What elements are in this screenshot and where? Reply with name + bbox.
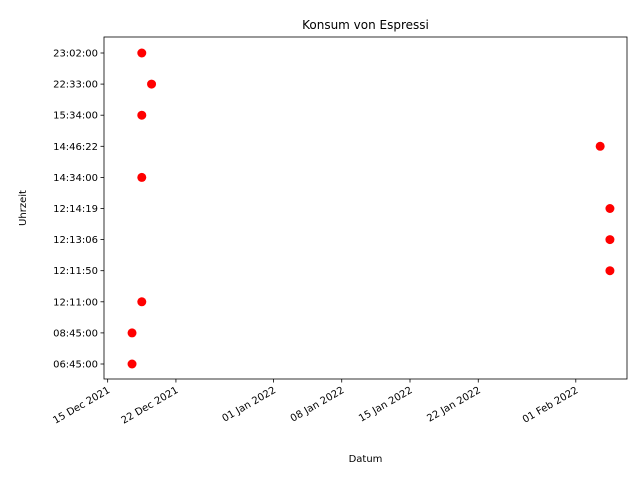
x-tick-label: 22 Jan 2022: [425, 385, 482, 425]
x-tick-label: 01 Jan 2022: [221, 385, 278, 425]
x-tick-label: 01 Feb 2022: [521, 385, 580, 426]
y-tick-label: 12:14:19: [53, 204, 98, 215]
y-tick-label: 14:46:22: [53, 142, 98, 153]
y-tick-label: 12:13:06: [53, 235, 98, 246]
data-point: [137, 110, 147, 120]
data-point: [127, 359, 137, 369]
y-tick-label: 06:45:00: [53, 360, 98, 371]
x-axis: 15 Dec 2021 22 Dec 2021 01 Jan 2022 08 Jan …: [51, 379, 580, 427]
y-axis: 06:45:00 08:45:00 12:11:00 12:11:50 12:13:06…: [53, 49, 104, 371]
y-tick-label: 15:34:00: [53, 111, 98, 122]
x-tick-label: 15 Jan 2022: [357, 385, 414, 425]
data-point: [595, 141, 605, 151]
y-axis-label: Uhrzeit: [18, 190, 29, 226]
data-point: [137, 48, 147, 58]
data-point: [605, 204, 615, 213]
data-points: [127, 48, 615, 369]
x-tick-label: 08 Jan 2022: [289, 385, 346, 425]
x-tick-label: 22 Dec 2021: [120, 385, 181, 426]
y-tick-label: 12:11:50: [53, 266, 98, 277]
y-tick-label: 14:34:00: [53, 173, 98, 184]
y-tick-label: 22:33:00: [53, 80, 98, 91]
y-tick-label: 08:45:00: [53, 328, 98, 339]
y-tick-label: 23:02:00: [53, 49, 98, 60]
data-point: [605, 235, 615, 245]
y-tick-label: 12:11:00: [53, 297, 98, 308]
data-point: [137, 172, 147, 182]
plot-area: [103, 36, 628, 380]
data-point: [127, 328, 137, 338]
data-point: [147, 79, 157, 89]
data-point: [605, 266, 615, 276]
chart-title: Konsum von Espressi: [302, 18, 429, 32]
x-tick-label: 15 Dec 2021: [51, 385, 112, 426]
x-axis-label: Datum: [349, 454, 383, 465]
data-point: [137, 297, 147, 307]
